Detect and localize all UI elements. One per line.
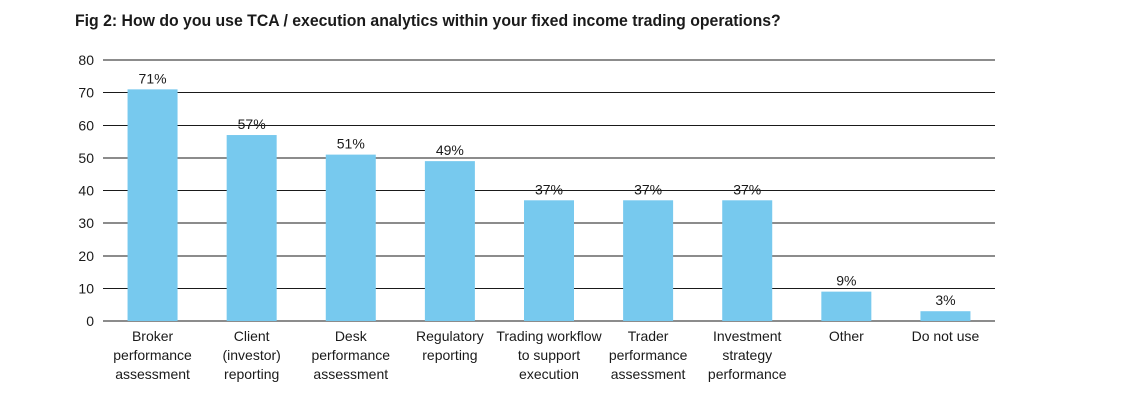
x-tick-label-line: Regulatory — [416, 328, 484, 344]
x-tick-label-line: performance — [113, 347, 192, 363]
x-tick-label-line: Broker — [132, 328, 174, 344]
value-label: 57% — [238, 116, 266, 132]
value-label: 37% — [535, 181, 563, 197]
value-label: 37% — [634, 181, 662, 197]
bar — [722, 200, 773, 321]
y-tick-label: 50 — [78, 150, 94, 166]
value-label: 49% — [436, 142, 464, 158]
x-tick-label-line: performance — [609, 347, 688, 363]
y-axis-ticks: 0 10 20 30 40 50 60 70 80 — [78, 52, 94, 329]
x-tick-label-line: assessment — [611, 366, 686, 382]
x-tick-label: Client (investor) reporting — [222, 328, 280, 382]
y-tick-label: 40 — [78, 183, 94, 199]
bar — [623, 200, 674, 321]
x-tick-label: Investment strategy performance — [708, 328, 787, 382]
x-tick-label-line: Trading workflow — [496, 328, 602, 344]
x-tick-label-line: Trader — [628, 328, 669, 344]
y-tick-label: 60 — [78, 117, 94, 133]
x-tick-label-line: reporting — [422, 347, 477, 363]
x-tick-label-line: Client — [234, 328, 270, 344]
y-tick-label: 20 — [78, 248, 94, 264]
y-tick-label: 30 — [78, 215, 94, 231]
value-labels: 71% 57% 51% 49% 37% 37% 37% 9% 3% — [139, 70, 956, 308]
value-label: 71% — [139, 70, 167, 86]
bar — [127, 89, 178, 321]
y-tick-label: 10 — [78, 280, 94, 296]
x-tick-label-line: assessment — [313, 366, 388, 382]
x-tick-label-line: performance — [311, 347, 390, 363]
value-label: 51% — [337, 136, 365, 152]
bar — [524, 200, 574, 321]
chart-title: Fig 2: How do you use TCA / execution an… — [75, 11, 781, 30]
x-tick-label-line: reporting — [224, 366, 279, 382]
x-tick-label: Trading workflow to support execution — [496, 328, 602, 382]
y-tick-label: 80 — [78, 52, 94, 68]
y-tick-label: 0 — [86, 313, 94, 329]
x-tick-label: Desk performance assessment — [311, 328, 390, 382]
x-tick-label-line: Investment — [713, 328, 782, 344]
value-label: 9% — [836, 273, 856, 289]
x-tick-label: Trader performance assessment — [609, 328, 688, 382]
x-tick-label-line: (investor) — [222, 347, 280, 363]
x-tick-label-line: assessment — [115, 366, 190, 382]
x-tick-label: Broker performance assessment — [113, 328, 192, 382]
bar — [226, 135, 277, 321]
x-tick-label-line: Do not use — [912, 328, 980, 344]
bar — [325, 154, 376, 321]
x-tick-label: Regulatory reporting — [416, 328, 484, 363]
x-tick-label-line: execution — [519, 366, 579, 382]
x-tick-label-line: Desk — [335, 328, 368, 344]
bar — [920, 311, 971, 321]
y-tick-label: 70 — [78, 85, 94, 101]
bars — [127, 89, 971, 321]
value-label: 37% — [733, 181, 761, 197]
bar — [821, 291, 872, 321]
bar — [424, 161, 475, 321]
x-axis-labels: Broker performance assessment Client (invest… — [113, 328, 979, 382]
x-tick-label: Do not use — [912, 328, 980, 344]
value-label: 3% — [935, 292, 955, 308]
x-tick-label-line: strategy — [722, 347, 772, 363]
x-tick-label-line: Other — [829, 328, 864, 344]
x-tick-label: Other — [829, 328, 864, 344]
x-tick-label-line: to support — [518, 347, 580, 363]
x-tick-label-line: performance — [708, 366, 787, 382]
